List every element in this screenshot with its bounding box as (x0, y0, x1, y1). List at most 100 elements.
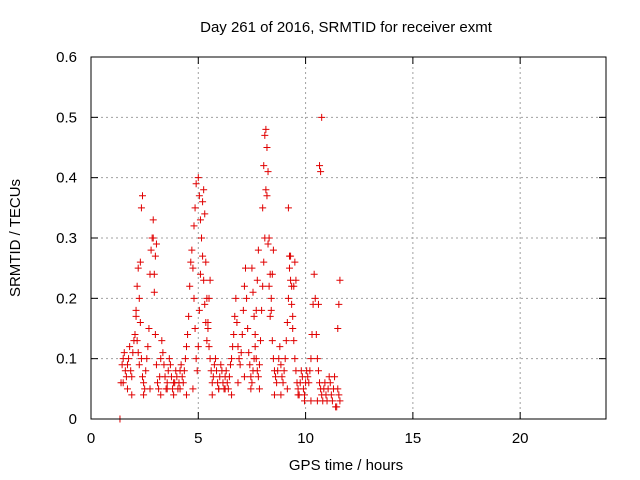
data-point (272, 373, 280, 381)
data-point (301, 391, 309, 399)
data-point (252, 355, 260, 363)
data-point (154, 379, 162, 387)
data-point (253, 367, 261, 375)
data-point (204, 325, 212, 332)
data-point (317, 168, 325, 176)
data-point (313, 355, 321, 363)
data-point (239, 306, 247, 314)
data-point (132, 312, 140, 320)
data-point (304, 373, 312, 381)
data-point (250, 312, 258, 320)
data-point (334, 325, 342, 332)
data-point (314, 367, 322, 375)
data-point (177, 361, 185, 369)
data-point (251, 343, 259, 351)
data-point (134, 349, 142, 357)
data-point (253, 276, 261, 284)
x-tick-label: 15 (405, 430, 422, 447)
data-point (266, 312, 274, 320)
data-point (237, 349, 245, 357)
data-point (131, 331, 139, 339)
data-point (246, 361, 254, 369)
data-point (244, 325, 252, 332)
data-point (335, 300, 343, 308)
data-point (284, 204, 292, 212)
data-point (230, 331, 238, 339)
data-point (209, 373, 217, 381)
data-point (180, 367, 188, 375)
data-point (147, 246, 155, 254)
data-point (190, 294, 198, 302)
data-point (311, 294, 319, 302)
data-point (234, 379, 242, 387)
data-point (140, 379, 148, 387)
data-point (179, 379, 187, 387)
data-point (240, 373, 248, 381)
data-point (145, 325, 153, 332)
data-point (263, 144, 271, 151)
data-point (280, 367, 288, 375)
data-point (125, 355, 133, 363)
x-tick-label: 5 (194, 430, 202, 447)
data-point (276, 343, 284, 351)
data-point (123, 361, 131, 369)
data-point (248, 379, 256, 387)
data-point (249, 288, 257, 296)
data-point (193, 367, 201, 375)
y-tick-label: 0.3 (56, 230, 77, 247)
data-point (306, 367, 314, 375)
y-axis-title: SRMTID / TECUs (7, 179, 24, 297)
data-point (199, 198, 207, 206)
data-point (135, 294, 143, 302)
data-point (257, 337, 265, 345)
data-point (190, 222, 198, 230)
data-point (260, 162, 268, 170)
data-point (264, 240, 272, 248)
data-point (262, 125, 270, 133)
data-point (261, 131, 269, 139)
data-point (254, 246, 262, 254)
data-point (245, 349, 253, 357)
data-point (128, 373, 136, 381)
data-point (267, 306, 275, 314)
data-point (313, 397, 321, 405)
data-point (270, 391, 278, 399)
data-point (268, 337, 276, 345)
data-point (189, 264, 197, 272)
data-point (133, 337, 141, 345)
data-point (222, 367, 230, 375)
x-axis-title: GPS time / hours (289, 457, 403, 474)
data-point (284, 294, 292, 302)
data-point (158, 337, 166, 345)
data-point (269, 246, 277, 254)
data-point (149, 216, 157, 224)
data-point (166, 361, 174, 369)
data-point (289, 312, 297, 320)
y-tick-label: 0 (69, 411, 77, 428)
data-point (196, 216, 204, 224)
data-point (150, 270, 158, 278)
data-point (205, 343, 213, 351)
data-point (232, 294, 240, 302)
data-point (188, 246, 196, 254)
data-point (191, 204, 199, 212)
data-point (152, 361, 160, 369)
data-point (210, 361, 218, 369)
plot-frame (90, 56, 607, 420)
data-point (290, 337, 298, 345)
data-point (235, 355, 243, 363)
data-point (150, 288, 158, 296)
data-point (181, 355, 189, 363)
data-point (252, 306, 260, 314)
data-point (328, 397, 336, 405)
data-point (265, 282, 273, 290)
data-point (273, 379, 281, 387)
data-point (278, 373, 286, 381)
data-point (277, 361, 285, 369)
data-point (170, 391, 178, 399)
data-point (265, 234, 273, 242)
data-point (159, 349, 167, 357)
data-point (233, 318, 241, 326)
data-point (267, 294, 275, 302)
